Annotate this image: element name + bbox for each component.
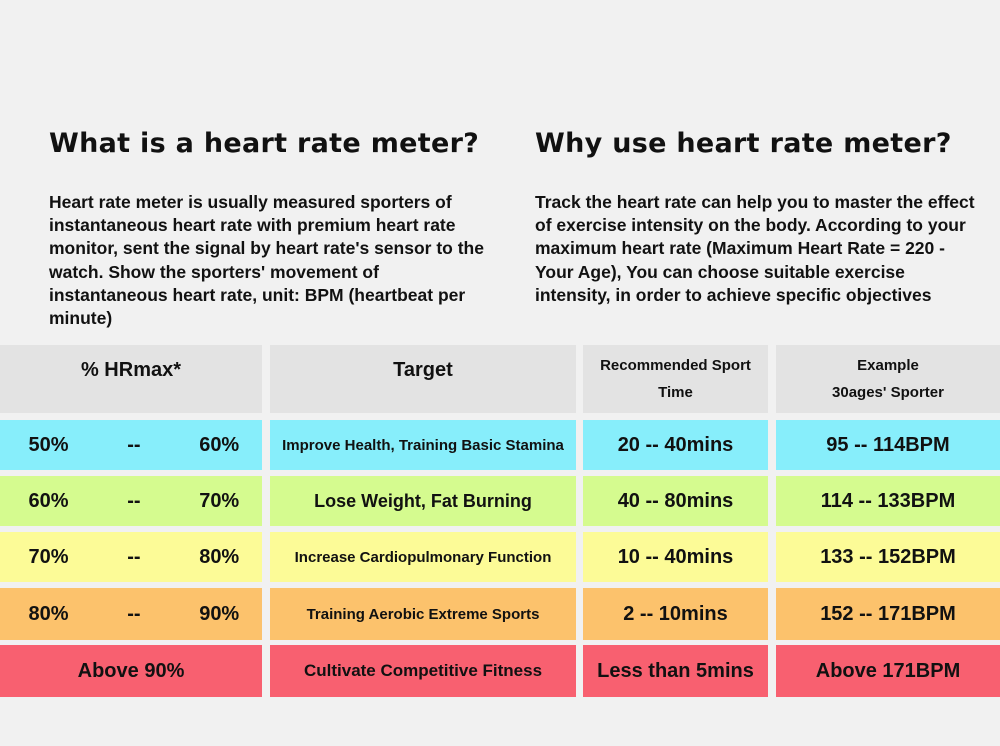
row-example: Above 171BPM (776, 645, 1000, 697)
row-time: 2 -- 10mins (583, 588, 768, 640)
row-hrmax: 50% -- 60% (0, 420, 262, 470)
what-is-title: What is a heart rate meter? (49, 128, 480, 159)
header-time-line1: Recommended Sport (600, 357, 751, 374)
why-use-title: Why use heart rate meter? (535, 128, 952, 159)
row-hrmax: 80% -- 90% (0, 588, 262, 640)
header-example-line1: Example (857, 357, 919, 374)
table-row: 80% -- 90% Training Aerobic Extreme Spor… (0, 588, 1000, 640)
row-time: 40 -- 80mins (583, 476, 768, 526)
table-row: 50% -- 60% Improve Health, Training Basi… (0, 420, 1000, 470)
header-target: Target (270, 345, 576, 413)
header-hrmax: % HRmax* (0, 345, 262, 413)
row-hrmax-text: 80% -- 90% (28, 602, 240, 625)
row-hrmax: 60% -- 70% (0, 476, 262, 526)
row-hrmax-text: 50% -- 60% (28, 433, 240, 456)
row-hrmax: 70% -- 80% (0, 532, 262, 582)
header-time: Recommended Sport Time (583, 345, 768, 413)
table-header-row: % HRmax* Target Recommended Sport Time E… (0, 345, 1000, 413)
row-example: 133 -- 152BPM (776, 532, 1000, 582)
row-target: Increase Cardiopulmonary Function (270, 532, 576, 582)
header-example: Example 30ages' Sporter (776, 345, 1000, 413)
row-target: Training Aerobic Extreme Sports (270, 588, 576, 640)
table-row: Above 90% Cultivate Competitive Fitness … (0, 645, 1000, 697)
row-example: 95 -- 114BPM (776, 420, 1000, 470)
row-target: Improve Health, Training Basic Stamina (270, 420, 576, 470)
row-time: Less than 5mins (583, 645, 768, 697)
row-time: 20 -- 40mins (583, 420, 768, 470)
why-use-section: Why use heart rate meter? Track the hear… (535, 128, 975, 307)
row-target: Lose Weight, Fat Burning (270, 476, 576, 526)
row-hrmax-text: 70% -- 80% (28, 545, 240, 568)
header-example-line2: 30ages' Sporter (832, 384, 944, 401)
row-hrmax-text: 60% -- 70% (28, 489, 240, 512)
row-hrmax: Above 90% (0, 645, 262, 697)
row-target: Cultivate Competitive Fitness (270, 645, 576, 697)
row-example: 114 -- 133BPM (776, 476, 1000, 526)
table-row: 60% -- 70% Lose Weight, Fat Burning 40 -… (0, 476, 1000, 526)
what-is-section: What is a heart rate meter? Heart rate m… (49, 128, 499, 330)
what-is-body: Heart rate meter is usually measured spo… (49, 192, 484, 329)
header-time-line2: Time (658, 384, 693, 401)
row-time: 10 -- 40mins (583, 532, 768, 582)
row-example: 152 -- 171BPM (776, 588, 1000, 640)
why-use-body: Track the heart rate can help you to mas… (535, 192, 975, 305)
table-row: 70% -- 80% Increase Cardiopulmonary Func… (0, 532, 1000, 582)
